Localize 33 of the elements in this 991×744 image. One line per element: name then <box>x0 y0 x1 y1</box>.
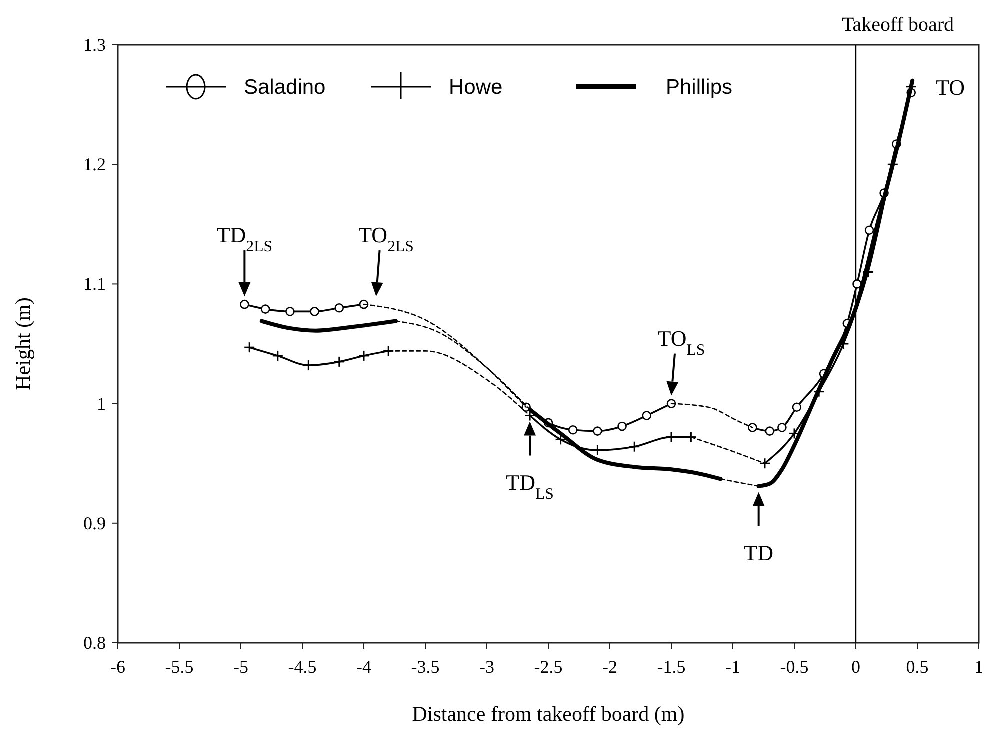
ref-line-label: Takeoff board <box>842 14 954 36</box>
y-tick-label: 0.9 <box>84 513 106 534</box>
annotation: TD$_{LS}$ <box>506 470 554 502</box>
annotation: TD$_{2LS}$ <box>216 222 273 256</box>
x-tick-label: -3 <box>480 657 494 677</box>
x-tick-label: -2 <box>602 657 618 677</box>
x-tick-label: -6 <box>110 657 126 677</box>
x-tick-label: -0.5 <box>780 657 809 677</box>
annotation: TO$_{LS}$ <box>658 326 706 358</box>
x-tick-label: 0.5 <box>906 657 929 677</box>
y-tick-label: 0.8 <box>84 633 106 653</box>
legend-label: Phillips <box>666 76 733 99</box>
annotation: TD <box>744 540 774 566</box>
x-tick-label: -5.5 <box>165 657 194 677</box>
y-tick-label: 1.2 <box>84 154 106 175</box>
annotation: TO <box>936 74 966 100</box>
x-tick-label: -2.5 <box>534 657 563 677</box>
x-axis-title: Distance from takeoff board (m) <box>412 702 685 726</box>
x-tick-label: 0 <box>852 657 860 677</box>
x-tick-label: 1 <box>974 657 984 677</box>
x-tick-label: -5 <box>234 657 248 677</box>
x-tick-label: -4 <box>356 657 372 677</box>
y-tick-label: 1 <box>97 394 106 414</box>
legend-label: Howe <box>449 76 503 99</box>
legend-label: Saladino <box>244 76 326 99</box>
y-tick-label: 1.3 <box>84 35 106 55</box>
x-tick-label: -1 <box>726 657 740 677</box>
annotation: TO$_{2LS}$ <box>358 222 414 256</box>
x-tick-label: -1.5 <box>657 657 686 677</box>
y-axis-title: Height (m) <box>11 298 35 390</box>
x-tick-label: -4.5 <box>288 657 317 677</box>
y-tick-label: 1.1 <box>84 274 106 294</box>
x-tick-label: -3.5 <box>411 657 440 677</box>
